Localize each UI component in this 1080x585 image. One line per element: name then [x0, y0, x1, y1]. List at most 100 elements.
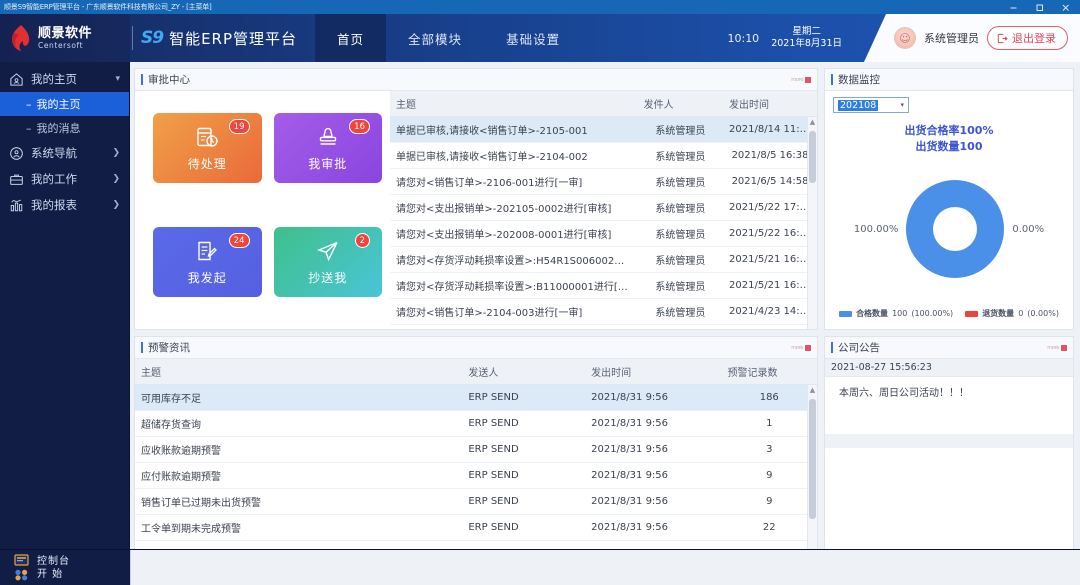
cell-time: 2021/4/23 14:06 — [723, 298, 817, 325]
announcement-more-button[interactable]: more — [1047, 344, 1067, 351]
stamp-icon — [319, 127, 336, 145]
tab-all-modules[interactable]: 全部模块 — [408, 31, 463, 47]
legend-item-returns: 退货数量 0 (0.00%) — [965, 308, 1059, 319]
cell-time: 2021/8/31 9:56 — [585, 514, 722, 541]
scroll-up-icon[interactable]: ▲ — [809, 118, 816, 126]
table-row[interactable]: 请您对<销售订单>-2106-001进行[一审] 系统管理员 2021/6/5 14… — [390, 168, 817, 195]
table-row[interactable]: 超储存货查询 ERP SEND 2021/8/31 9:56 1 — [135, 410, 817, 437]
cell-subject: 请您对<存货浮动耗损率设置>:H54R1S006002进行[审核] — [390, 246, 638, 273]
maximize-icon[interactable] — [1026, 0, 1052, 14]
cell-subject: 可用库存不足 — [135, 385, 463, 411]
scroll-down-icon[interactable]: ▼ — [810, 547, 815, 549]
more-label: more — [791, 76, 803, 83]
announcement-body: 2021-08-27 15:56:23 本周六、周日公司活动！！！ — [825, 359, 1073, 549]
cell-subject: 请您对<支出报销单>-202105-0002进行[审核] — [390, 194, 638, 221]
sidebar-item-label: 我的主页 — [31, 72, 77, 86]
taskbar-buttons: 控制台 开 始 — [0, 554, 130, 581]
navigation-icon — [10, 146, 23, 160]
scroll-up-icon[interactable]: ▲ — [809, 386, 816, 394]
column-header-sender: 发件人 — [637, 91, 724, 117]
cell-sender: 系统管理员 — [637, 272, 724, 299]
panel-accent-bar — [141, 342, 143, 353]
platform-branding: S9 智能ERP管理平台 — [141, 14, 315, 62]
sidebar-item-label: 我的报表 — [31, 198, 77, 212]
table-row[interactable]: 销售订单已过期未出货预警 ERP SEND 2021/8/31 9:56 9 — [135, 488, 817, 515]
chevron-right-icon: ❯ — [112, 148, 120, 158]
tile-label: 抄送我 — [308, 270, 348, 285]
table-row[interactable]: 单据已审核,请接收<销售订单>-2104-002 系统管理员 2021/8/5 16… — [390, 142, 817, 169]
approval-scroll-region: 单据已审核,请接收<销售订单>-2105-001 系统管理员 2021/8/14 1… — [390, 117, 817, 329]
cell-time: 2021/8/5 16:38 — [723, 142, 817, 169]
announcement-text[interactable]: 本周六、周日公司活动！！！ — [839, 388, 969, 399]
left-percent-label: 100.00% — [853, 223, 899, 235]
chart-legend: 合格数量 100 (100.00%) 退货数量 0 (0.00%) — [833, 304, 1065, 325]
table-row[interactable]: 应收账款逾期预警 ERP SEND 2021/8/31 9:56 3 — [135, 436, 817, 463]
table-row[interactable]: 请您对<销售订单>-2104-003进行[一审] 系统管理员 2021/4/23 1… — [390, 298, 817, 325]
tab-home[interactable]: 首页 — [315, 14, 387, 62]
table-row[interactable]: 应付账款逾期预警 ERP SEND 2021/8/31 9:56 9 — [135, 462, 817, 489]
tab-basic-settings[interactable]: 基础设置 — [506, 31, 561, 47]
cell-count: 9 — [721, 488, 817, 515]
warning-panel-header: 预警资讯 more — [135, 337, 817, 359]
window-controls — [1000, 0, 1078, 14]
minimize-icon[interactable] — [1000, 0, 1026, 14]
cell-subject: 单据已审核,请接收<销售订单>-2104-002 — [390, 142, 638, 169]
brand-logo[interactable]: 顺景软件 Centersoft — [0, 14, 130, 62]
cell-count: 22 — [721, 514, 817, 541]
announcement-date: 2021-08-27 15:56:23 — [825, 359, 1073, 377]
approval-more-button[interactable]: more — [791, 76, 811, 83]
scrollbar-thumb[interactable] — [809, 131, 816, 183]
weekday-label: 星期二 — [792, 26, 821, 38]
approval-scrollbar[interactable]: ▲ ▼ — [807, 117, 817, 329]
column-header-time: 发出时间 — [585, 359, 722, 385]
sidebar-subitem-my-homepage[interactable]: – 我的主页 — [0, 92, 129, 116]
cell-sender: ERP SEND — [462, 385, 586, 411]
more-square-icon — [805, 344, 811, 351]
table-row[interactable]: 单据已审核,请接收<销售订单>-2105-001 系统管理员 2021/8/14 1… — [390, 117, 817, 143]
tile-my-approvals[interactable]: 16 我审批 — [273, 113, 382, 183]
warning-more-button[interactable]: more — [791, 344, 811, 351]
table-row[interactable]: 请您对<存货浮动耗损率设置>:B11000001进行[审核] 系统管理员 2021/… — [390, 272, 817, 299]
cell-time: 2021/5/21 16:13 — [723, 272, 817, 299]
monitor-panel-header: 数据监控 — [825, 69, 1073, 91]
table-row[interactable]: 请您对<报价单>-202103-0001进行[审核]系统管理员2021/3/3 … — [390, 324, 817, 329]
flame-logo-icon — [12, 25, 30, 51]
console-icon[interactable] — [14, 554, 29, 566]
cell-subject: 请您对<销售订单>-2106-001进行[一审] — [390, 168, 638, 195]
start-icon[interactable] — [14, 569, 29, 581]
table-row[interactable]: 可用库存不足 ERP SEND 2021/8/31 9:56 186 — [135, 385, 817, 411]
table-row[interactable]: 工令单到期未完成预警 ERP SEND 2021/8/31 9:56 22 — [135, 514, 817, 541]
tile-pending[interactable]: 19 待处理 — [153, 113, 262, 183]
announcement-divider — [825, 434, 1073, 448]
content-area: 审批中心 more 19 — [130, 62, 1080, 549]
cell-subject: 应收账款逾期预警 — [135, 436, 463, 463]
table-row[interactable]: 请您对<支出报销单>-202008-0001进行[审核] 系统管理员 2021/5/… — [390, 220, 817, 247]
cell-subject: 超储存货查询 — [135, 410, 463, 437]
period-select[interactable]: 202108 ▾ — [833, 97, 909, 113]
sidebar-item-my-homepage[interactable]: 我的主页 ▾ — [0, 66, 129, 92]
sidebar-subitem-my-messages[interactable]: – 我的消息 — [0, 116, 129, 140]
logout-button[interactable]: 退出登录 — [987, 26, 1068, 50]
header-divider — [132, 26, 133, 50]
sidebar-item-my-work[interactable]: 我的工作 ❯ — [0, 166, 129, 192]
tile-cc-to-me[interactable]: 2 抄送我 — [273, 227, 382, 297]
console-label[interactable]: 控制台 — [37, 555, 70, 567]
warning-panel-title: 预警资讯 — [148, 342, 190, 354]
close-icon[interactable] — [1052, 0, 1078, 14]
monitor-panel-title: 数据监控 — [838, 74, 880, 86]
legend-value: 0 — [1018, 309, 1024, 318]
start-label[interactable]: 开 始 — [37, 568, 64, 580]
donut-ring — [906, 180, 1005, 279]
avatar[interactable]: ☺ — [894, 27, 916, 49]
sidebar-item-my-reports[interactable]: 我的报表 ❯ — [0, 192, 129, 218]
scrollbar-thumb[interactable] — [809, 399, 816, 519]
sidebar-item-system-navigation[interactable]: 系统导航 ❯ — [0, 140, 129, 166]
table-row[interactable]: 请您对<存货浮动耗损率设置>:H54R1S006002进行[审核] 系统管理员 20… — [390, 246, 817, 273]
table-row[interactable]: 请您对<支出报销单>-202105-0002进行[审核] 系统管理员 2021/5/… — [390, 194, 817, 221]
window-title: 顺景S9智能ERP管理平台 - 广东顺景软件科技有限公司_ZY - [主菜单] — [4, 3, 212, 11]
warning-scrollbar[interactable]: ▲ ▼ — [807, 385, 817, 549]
tile-my-initiated[interactable]: 24 我发起 — [153, 227, 262, 297]
tile-badge: 2 — [354, 233, 370, 248]
cell-subject: 销售订单已过期未出货预警 — [135, 488, 463, 515]
